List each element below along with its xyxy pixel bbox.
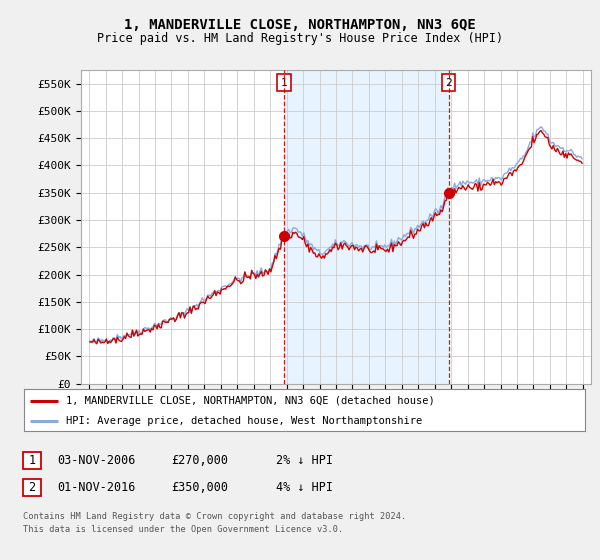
Text: 4% ↓ HPI: 4% ↓ HPI (276, 480, 333, 494)
Text: This data is licensed under the Open Government Licence v3.0.: This data is licensed under the Open Gov… (23, 525, 343, 534)
Text: Price paid vs. HM Land Registry's House Price Index (HPI): Price paid vs. HM Land Registry's House … (97, 32, 503, 45)
Text: 01-NOV-2016: 01-NOV-2016 (57, 480, 136, 494)
Text: 1: 1 (281, 77, 287, 87)
Text: 1: 1 (28, 454, 35, 467)
Text: 1, MANDERVILLE CLOSE, NORTHAMPTON, NN3 6QE (detached house): 1, MANDERVILLE CLOSE, NORTHAMPTON, NN3 6… (66, 396, 435, 406)
Text: 2: 2 (445, 77, 452, 87)
Text: £350,000: £350,000 (171, 480, 228, 494)
Text: HPI: Average price, detached house, West Northamptonshire: HPI: Average price, detached house, West… (66, 416, 422, 426)
Text: Contains HM Land Registry data © Crown copyright and database right 2024.: Contains HM Land Registry data © Crown c… (23, 512, 406, 521)
Text: 03-NOV-2006: 03-NOV-2006 (57, 454, 136, 467)
Text: 2% ↓ HPI: 2% ↓ HPI (276, 454, 333, 467)
Bar (284, 70, 449, 384)
Text: 2: 2 (28, 480, 35, 494)
Text: 1, MANDERVILLE CLOSE, NORTHAMPTON, NN3 6QE: 1, MANDERVILLE CLOSE, NORTHAMPTON, NN3 6… (124, 18, 476, 32)
Text: £270,000: £270,000 (171, 454, 228, 467)
